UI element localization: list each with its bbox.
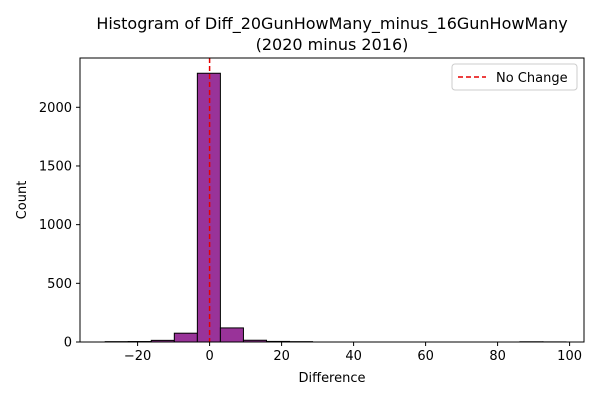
y-axis-label: Count (15, 181, 30, 220)
x-axis-label: Difference (298, 371, 365, 386)
legend-box (451, 63, 578, 91)
x-tick-label: −20 (124, 349, 151, 364)
plot-frame (79, 57, 585, 343)
y-tick-label: 1500 (39, 159, 72, 174)
y-tick-label: 0 (64, 336, 72, 351)
histogram-bar (219, 327, 244, 343)
bars-group (104, 72, 567, 343)
histogram-bar (173, 332, 198, 343)
chart-subtitle: (2020 minus 2016) (256, 35, 409, 54)
legend: No Change (451, 63, 578, 91)
x-tick-label: 0 (205, 349, 213, 364)
x-tick-label: 100 (557, 349, 582, 364)
x-tick-label: 60 (417, 349, 434, 364)
x-tick-label: 20 (273, 349, 290, 364)
y-tick-label: 2000 (39, 101, 72, 116)
chart-title: Histogram of Diff_20GunHowMany_minus_16G… (96, 14, 567, 34)
y-axis: 0 500 1000 1500 2000 (39, 101, 80, 351)
y-tick-label: 500 (47, 277, 72, 292)
x-axis: −20 0 20 40 60 80 100 (124, 342, 582, 364)
legend-entry-no-change: No Change (496, 71, 568, 86)
x-tick-label: 80 (489, 349, 506, 364)
x-tick-label: 40 (345, 349, 362, 364)
y-tick-label: 1000 (39, 218, 72, 233)
